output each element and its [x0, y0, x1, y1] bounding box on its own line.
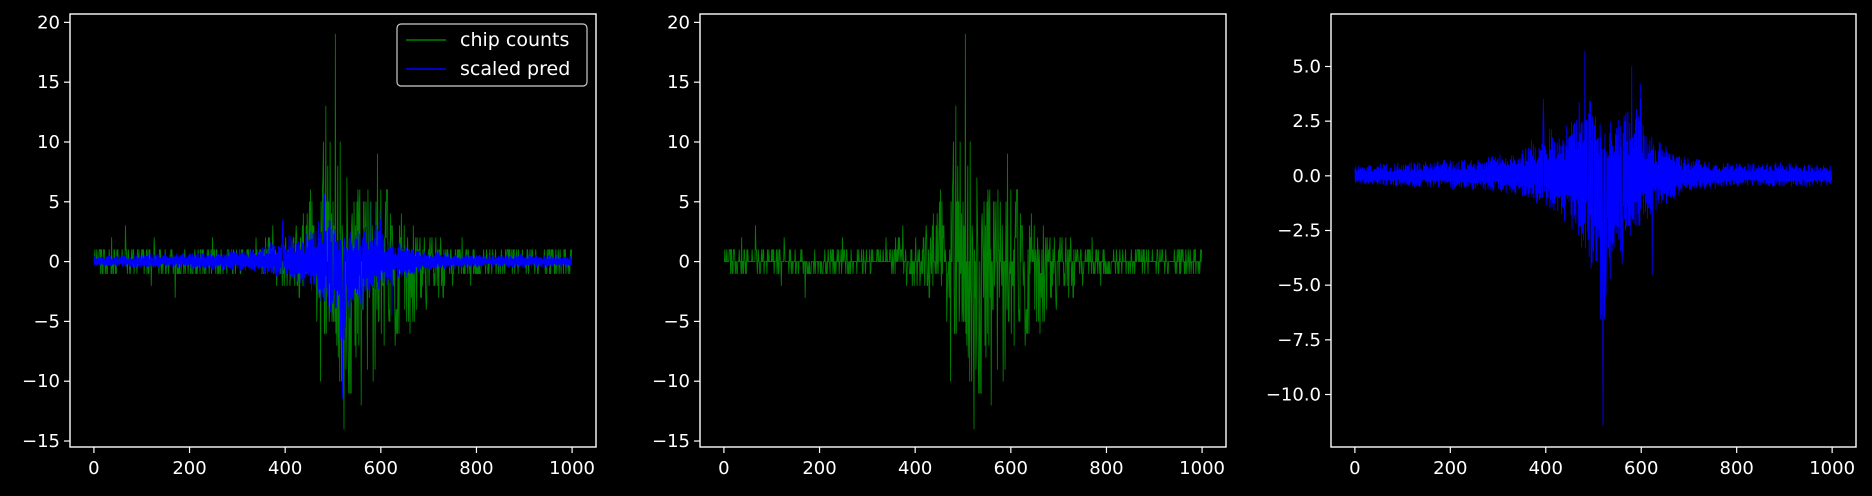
right-y-tick-label: −2.5	[1277, 221, 1321, 242]
right-plot-area	[1354, 50, 1833, 426]
middle-axes-frame	[699, 13, 1227, 448]
left-series-chip-counts	[93, 33, 573, 430]
middle-y-tick-label: 5	[679, 192, 690, 213]
middle-y-tick-label: 10	[667, 132, 690, 153]
right-y-tick-label: 0.0	[1292, 166, 1321, 187]
middle-y-ticks: −15 −10 −5 0 5 10 15 20	[652, 12, 700, 452]
panel-right: 0 200 400 600 800 1000 −10.0 −7.5 −5.0 −2.5 0.0 2.…	[1266, 13, 1857, 479]
left-y-tick-label: 20	[37, 12, 60, 33]
left-x-ticks: 0 200 400 600 800 1000	[88, 447, 595, 479]
left-x-tick-label: 0	[88, 458, 99, 479]
left-x-tick-label: 800	[459, 458, 493, 479]
right-y-ticks: −10.0 −7.5 −5.0 −2.5 0.0 2.5 5.0	[1266, 56, 1331, 406]
left-y-tick-label: −10	[22, 371, 60, 392]
left-y-tick-label: 10	[37, 132, 60, 153]
middle-y-tick-label: 0	[679, 252, 690, 273]
left-x-tick-label: 200	[172, 458, 206, 479]
right-y-tick-label: −7.5	[1277, 330, 1321, 351]
middle-x-tick-label: 0	[718, 458, 729, 479]
right-y-tick-label: −5.0	[1277, 275, 1321, 296]
middle-series-chip-counts	[723, 33, 1203, 430]
left-y-ticks: −15 −10 −5 0 5 10 15 20	[22, 12, 70, 452]
middle-y-tick-label: 20	[667, 12, 690, 33]
right-x-tick-label: 0	[1349, 458, 1360, 479]
legend: chip counts scaled pred	[396, 23, 588, 87]
right-y-tick-label: −10.0	[1266, 385, 1321, 406]
left-axes-frame	[69, 13, 597, 448]
left-y-tick-label: −5	[33, 311, 60, 332]
right-x-tick-label: 1000	[1809, 458, 1855, 479]
middle-x-ticks: 0 200 400 600 800 1000	[718, 447, 1225, 479]
middle-y-tick-label: −5	[663, 311, 690, 332]
middle-x-tick-label: 800	[1089, 458, 1123, 479]
right-x-tick-label: 800	[1720, 458, 1754, 479]
panel-middle: 0 200 400 600 800 1000 −15 −10 −5 0 5 10 15 20	[652, 12, 1227, 479]
left-y-tick-label: −15	[22, 431, 60, 452]
right-x-ticks: 0 200 400 600 800 1000	[1349, 447, 1855, 479]
left-series-scaled-pred	[93, 192, 573, 399]
legend-label-scaled-pred: scaled pred	[460, 58, 570, 80]
middle-x-tick-label: 400	[898, 458, 932, 479]
left-x-tick-label: 600	[364, 458, 398, 479]
middle-x-tick-label: 1000	[1179, 458, 1225, 479]
left-x-tick-label: 400	[268, 458, 302, 479]
middle-x-tick-label: 200	[802, 458, 836, 479]
left-y-tick-label: 15	[37, 72, 60, 93]
left-y-tick-label: 5	[49, 192, 60, 213]
middle-y-tick-label: 15	[667, 72, 690, 93]
right-series-scaled-pred	[1354, 50, 1833, 426]
right-x-tick-label: 600	[1624, 458, 1658, 479]
middle-x-tick-label: 600	[994, 458, 1028, 479]
legend-label-chip-counts: chip counts	[460, 29, 569, 51]
panel-left: 0 200 400 600 800 1000 −15 −10 −5 0 5 10 15 20 chip …	[22, 12, 597, 479]
left-y-tick-label: 0	[49, 252, 60, 273]
left-x-tick-label: 1000	[549, 458, 595, 479]
right-x-tick-label: 400	[1529, 458, 1563, 479]
left-plot-area	[93, 33, 573, 430]
middle-plot-area	[723, 33, 1203, 430]
middle-y-tick-label: −15	[652, 431, 690, 452]
right-y-tick-label: 2.5	[1292, 111, 1321, 132]
right-y-tick-label: 5.0	[1292, 56, 1321, 77]
right-x-tick-label: 200	[1433, 458, 1467, 479]
middle-y-tick-label: −10	[652, 371, 690, 392]
